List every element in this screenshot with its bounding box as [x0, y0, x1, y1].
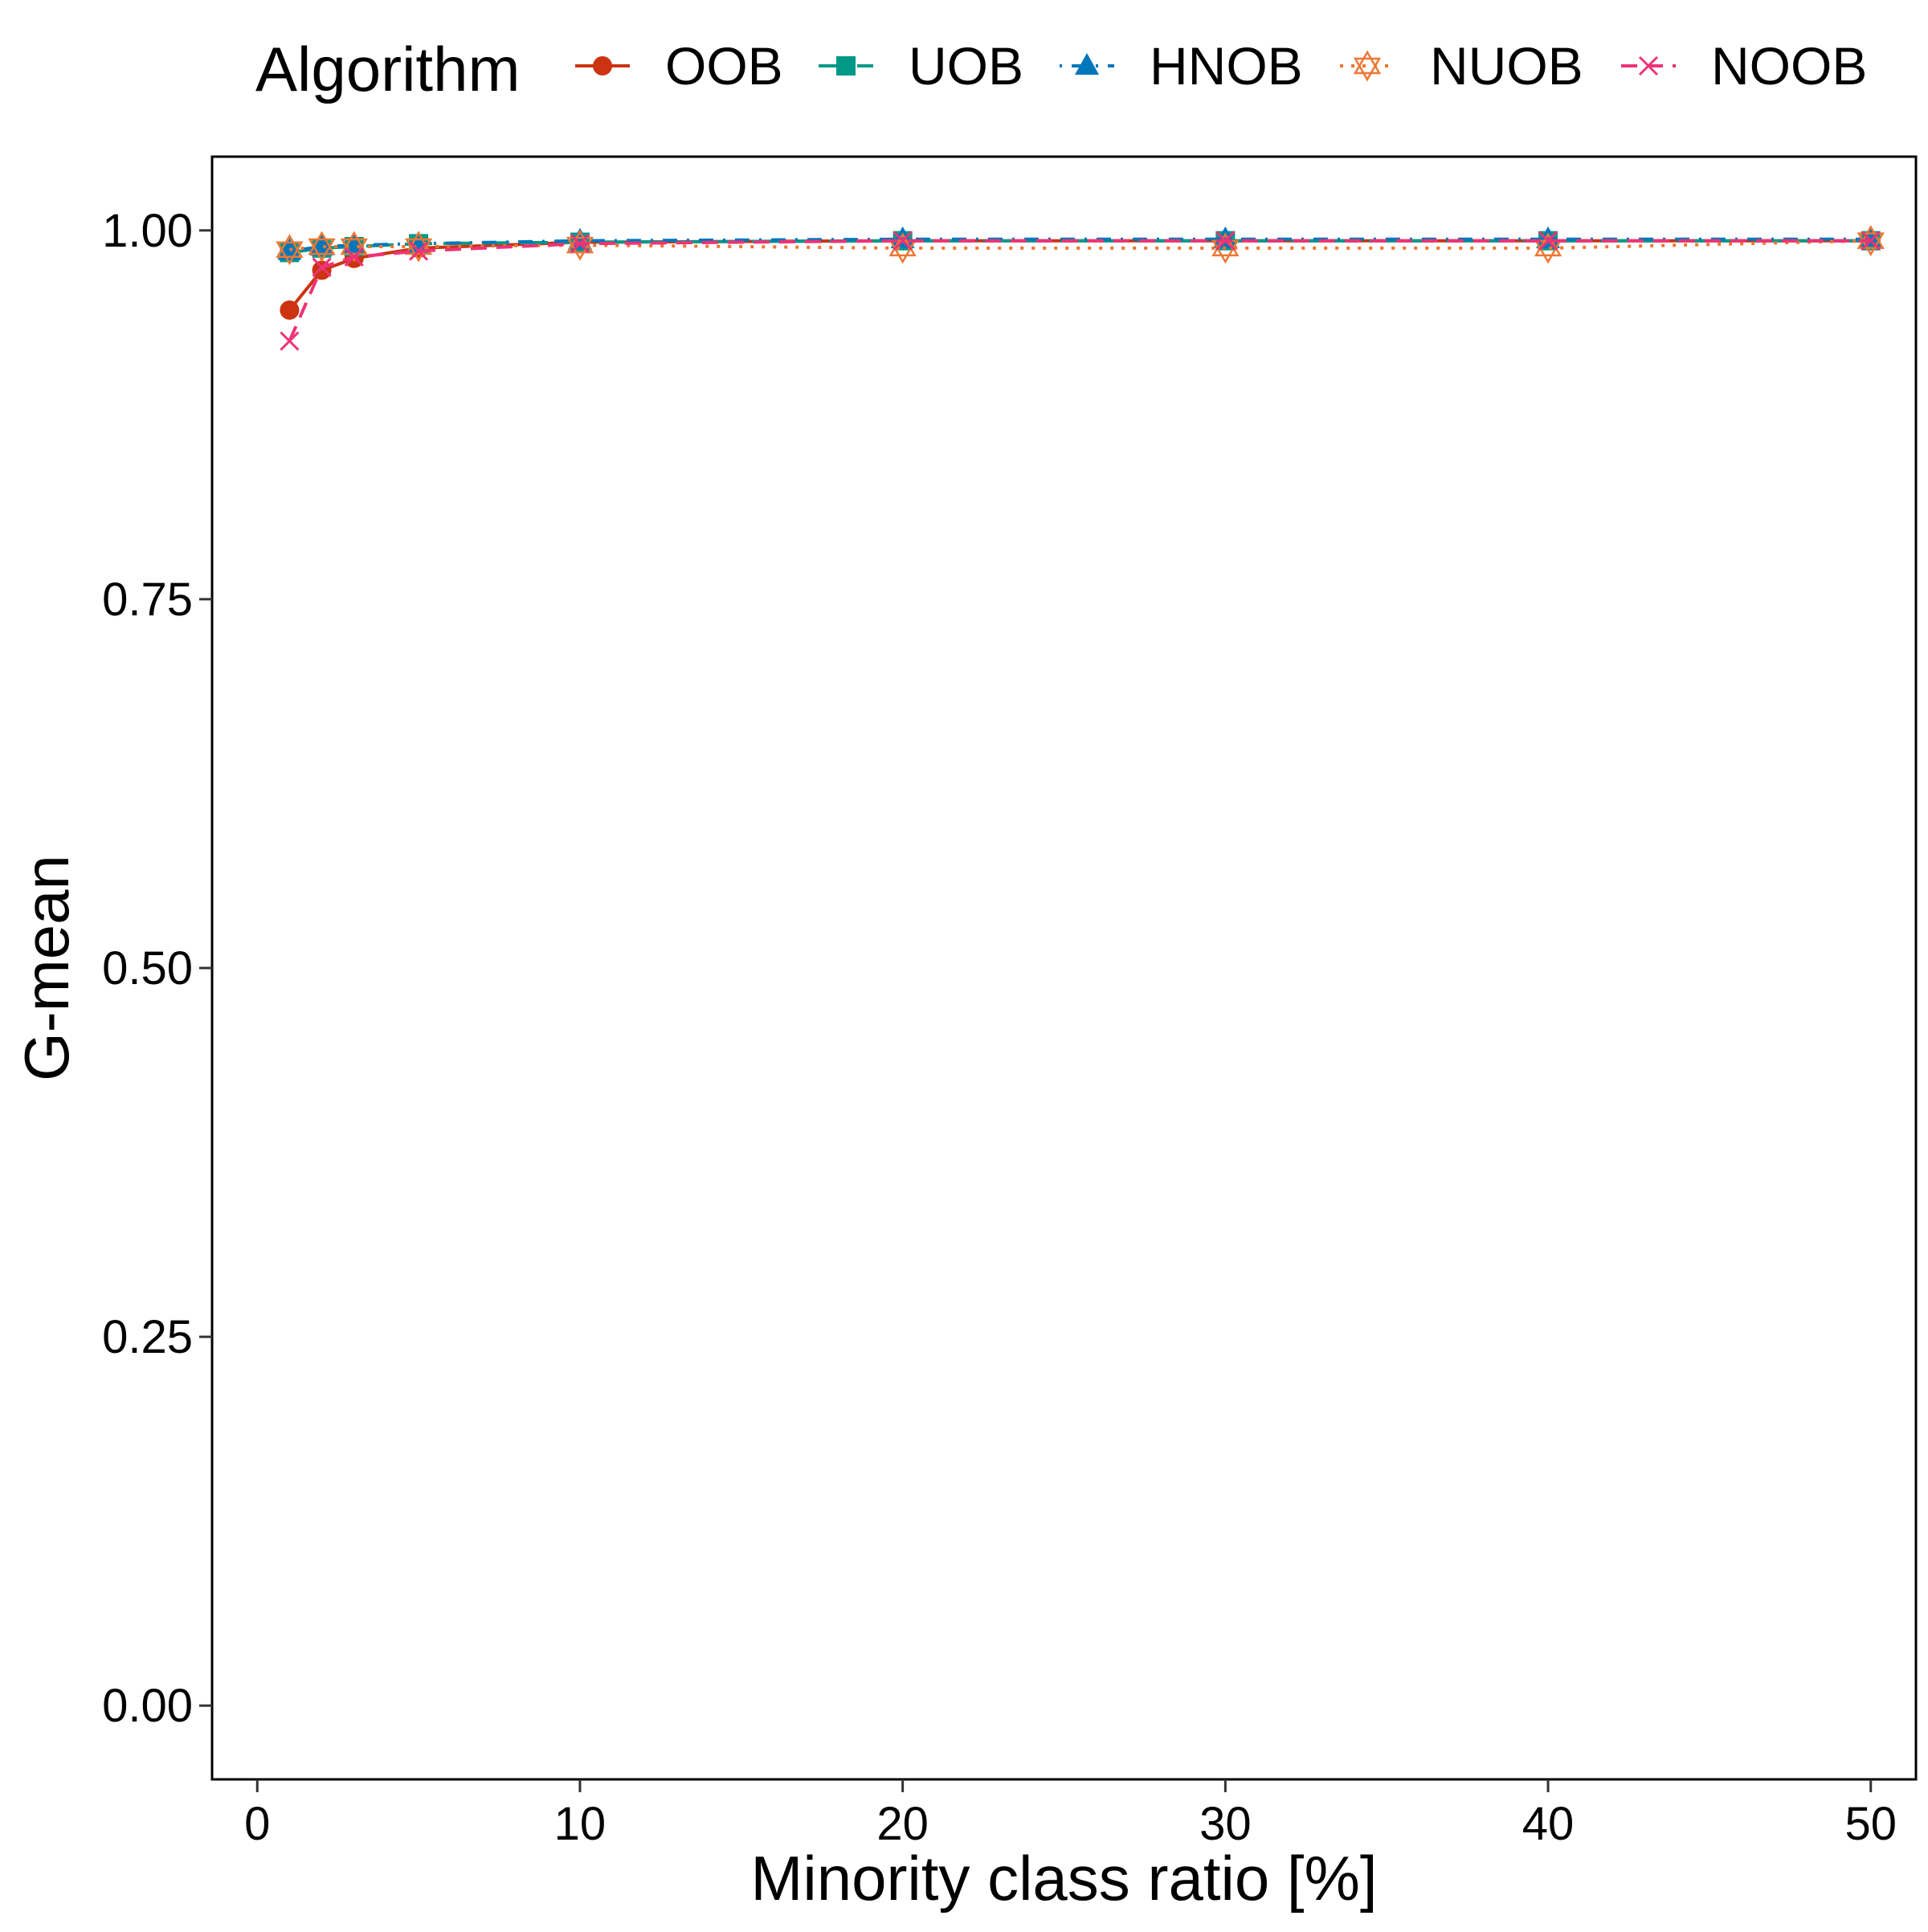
- point-noob-50: [1861, 231, 1881, 251]
- plot-panel-border: [210, 155, 1918, 1781]
- legend-label-hnob: HNOB: [1150, 36, 1303, 96]
- x-tick-label-50: 50: [1845, 1798, 1897, 1850]
- point-nuob-1-up: [276, 234, 304, 258]
- x-axis: 0 10 20 30 40 50: [244, 1779, 1897, 1850]
- point-noob-1: [280, 331, 300, 351]
- point-nuob-2-up: [308, 231, 336, 255]
- point-noob-5: [409, 241, 429, 261]
- legend-key-marker-hnob: [1075, 53, 1099, 75]
- y-axis-title: G-mean: [11, 855, 82, 1081]
- point-nuob-50-up: [1857, 225, 1885, 249]
- x-tick-label-0: 0: [244, 1798, 270, 1850]
- x-tick-label-40: 40: [1522, 1798, 1575, 1850]
- legend-item-nuob: NUOB: [1340, 36, 1583, 96]
- legend-label-nuob: NUOB: [1430, 36, 1583, 96]
- legend: Algorithm OOB UOB HNOB NUOB NOOB: [255, 34, 1867, 104]
- point-nuob-40-up: [1534, 232, 1562, 257]
- point-nuob-30-up: [1211, 232, 1240, 257]
- point-noob-10: [570, 234, 590, 254]
- y-axis: 0.00 0.25 0.50 0.75 1.00: [102, 205, 212, 1732]
- point-noob-20: [893, 231, 913, 251]
- legend-item-noob: NOOB: [1621, 36, 1867, 96]
- legend-label-uob: UOB: [909, 36, 1023, 96]
- point-nuob-2: [308, 231, 336, 263]
- legend-label-oob: OOB: [665, 36, 783, 96]
- y-tick-label-1: 1.00: [102, 205, 193, 257]
- point-hnob-20: [890, 226, 915, 248]
- legend-item-oob: OOB: [575, 36, 783, 96]
- legend-key-marker-nuob-down: [1353, 57, 1382, 82]
- x-axis-title: Minority class ratio [%]: [750, 1843, 1377, 1914]
- point-nuob-10-up: [566, 229, 594, 254]
- plot-area: [210, 155, 1918, 1781]
- legend-key-marker-noob: [1638, 55, 1659, 76]
- series-noob: [280, 231, 1881, 351]
- point-oob-1: [280, 300, 300, 320]
- point-nuob-2-down: [308, 238, 336, 263]
- legend-key-marker-nuob-up: [1353, 50, 1382, 75]
- legend-label-noob: NOOB: [1711, 36, 1867, 96]
- y-tick-label-0.75: 0.75: [102, 574, 193, 626]
- legend-items: OOB UOB HNOB NUOB NOOB: [575, 36, 1867, 96]
- point-hnob-40: [1536, 226, 1561, 248]
- point-nuob-50: [1857, 225, 1885, 257]
- legend-item-uob: UOB: [819, 36, 1023, 96]
- legend-key-marker-nuob: [1353, 50, 1382, 82]
- legend-title: Algorithm: [255, 34, 520, 104]
- y-tick-label-0.5: 0.50: [102, 942, 193, 995]
- x-tick-label-30: 30: [1199, 1798, 1252, 1850]
- point-noob-30: [1215, 231, 1236, 251]
- y-tick-label-0: 0.00: [102, 1680, 193, 1732]
- legend-key-marker-uob: [836, 56, 856, 76]
- point-nuob-1: [276, 234, 304, 266]
- point-nuob-20-up: [888, 232, 917, 257]
- point-noob-2: [312, 257, 332, 277]
- x-tick-label-10: 10: [554, 1798, 607, 1850]
- point-nuob-1-down: [276, 241, 304, 266]
- point-nuob-50-down: [1857, 232, 1885, 257]
- legend-item-hnob: HNOB: [1060, 36, 1303, 96]
- x-tick-label-20: 20: [876, 1798, 929, 1850]
- y-tick-label-0.25: 0.25: [102, 1311, 193, 1363]
- point-hnob-30: [1213, 226, 1238, 248]
- point-noob-40: [1538, 231, 1558, 251]
- point-noob-3: [344, 247, 364, 267]
- point-nuob-3-up: [340, 231, 368, 255]
- legend-key-marker-oob: [593, 56, 612, 76]
